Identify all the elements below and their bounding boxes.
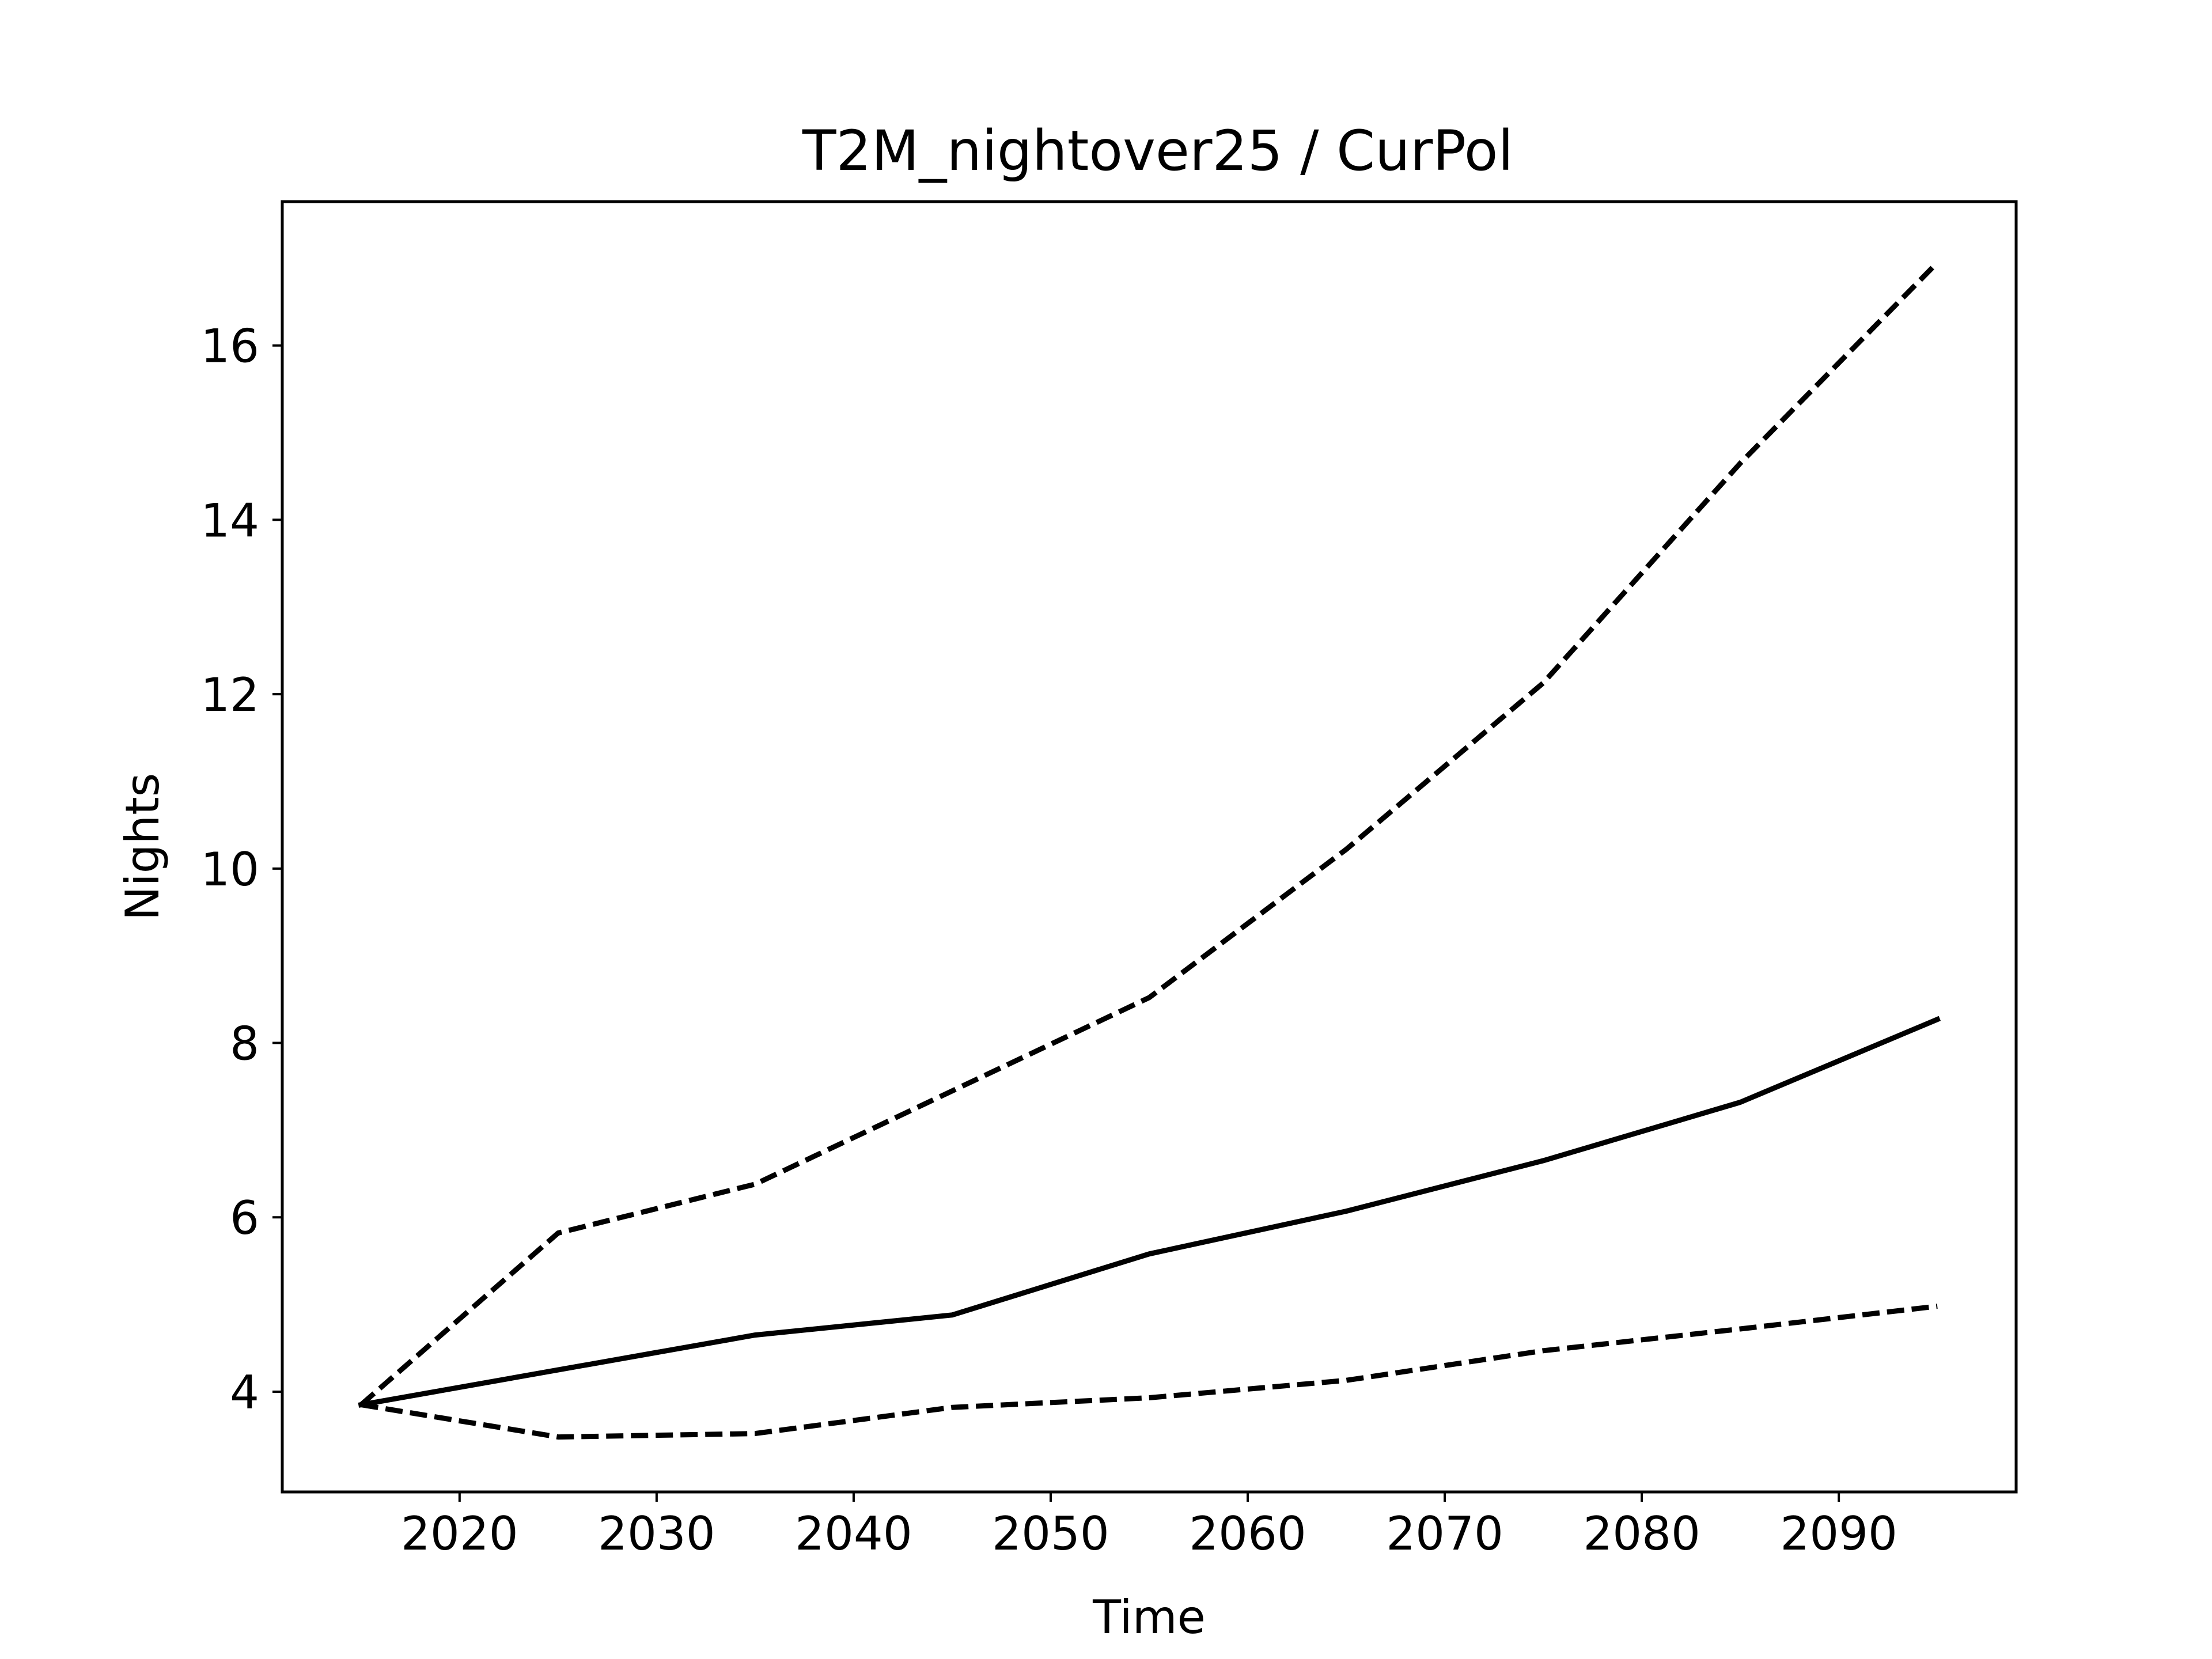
x-axis: 2020 2030 2040 2050 2060 2070 2080 2090 <box>401 1492 1897 1560</box>
x-tick-label: 2040 <box>795 1507 912 1560</box>
y-axis-label: Nights <box>116 773 169 921</box>
solid-series-line-1 <box>358 1016 1941 1408</box>
y-tick-label: 6 <box>230 1191 259 1245</box>
dashed-series-line-2 <box>359 260 1940 1407</box>
plot-frame <box>281 200 2018 1494</box>
x-tick-label: 2030 <box>598 1507 715 1560</box>
series-layer <box>358 260 1941 1440</box>
y-tick-label: 16 <box>200 320 259 373</box>
x-tick-label: 2080 <box>1583 1507 1700 1560</box>
x-axis-label: Time <box>1092 1590 1206 1644</box>
x-tick-label: 2070 <box>1386 1507 1503 1560</box>
y-tick-label: 14 <box>200 494 259 547</box>
y-tick-label: 8 <box>230 1017 259 1071</box>
x-tick-label: 2060 <box>1189 1507 1306 1560</box>
x-tick-label: 2050 <box>992 1507 1109 1560</box>
y-tick-label: 4 <box>230 1366 259 1419</box>
chart-title: T2M_nightover25 / CurPol <box>802 119 1513 183</box>
y-tick-label: 12 <box>200 668 259 722</box>
x-tick-label: 2090 <box>1780 1507 1897 1560</box>
y-axis: 4 6 8 10 12 14 16 <box>200 320 282 1419</box>
y-tick-label: 10 <box>200 843 259 896</box>
dashed-series-line-3 <box>361 1304 1938 1440</box>
x-tick-label: 2020 <box>401 1507 518 1560</box>
